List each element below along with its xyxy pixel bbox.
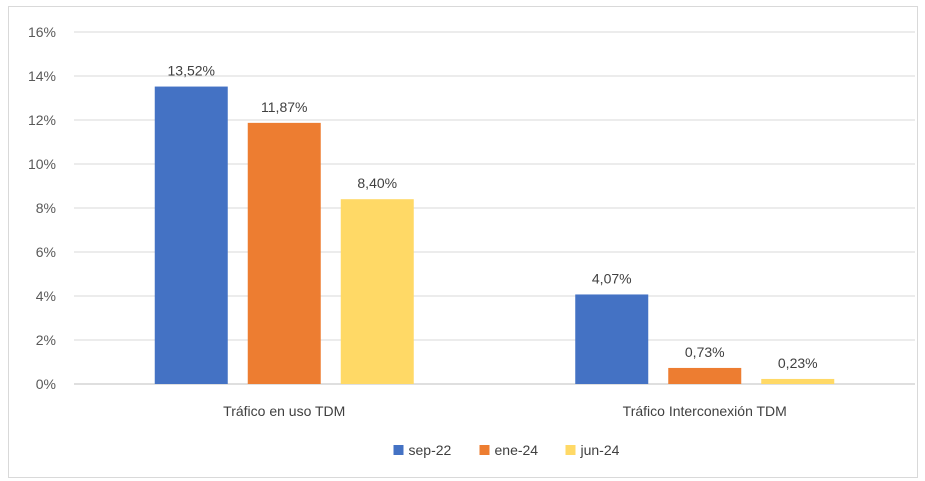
bar-jun-24-1 xyxy=(761,378,835,384)
y-tick-label: 10% xyxy=(28,156,56,172)
data-label: 13,52% xyxy=(168,63,215,79)
y-tick-label: 0% xyxy=(36,376,56,392)
data-label: 0,73% xyxy=(685,344,725,360)
bar-sep-22-1 xyxy=(575,294,649,384)
x-category-label: Tráfico Interconexión TDM xyxy=(623,403,787,419)
bar-ene-24-1 xyxy=(668,367,742,384)
legend-label: ene-24 xyxy=(495,442,539,458)
y-tick-label: 16% xyxy=(28,24,56,40)
y-tick-label: 6% xyxy=(36,244,56,260)
data-label: 4,07% xyxy=(592,270,632,286)
y-tick-label: 14% xyxy=(28,68,56,84)
data-label: 0,23% xyxy=(778,355,818,371)
y-tick-label: 12% xyxy=(28,112,56,128)
x-category-label: Tráfico en uso TDM xyxy=(223,403,345,419)
bar-sep-22-0 xyxy=(154,86,228,384)
y-tick-label: 8% xyxy=(36,200,56,216)
y-tick-label: 2% xyxy=(36,332,56,348)
data-label: 8,40% xyxy=(357,175,397,191)
data-label: 11,87% xyxy=(261,99,307,115)
legend-label: sep-22 xyxy=(409,442,452,458)
legend-label: jun-24 xyxy=(580,442,620,458)
legend-swatch-jun-24 xyxy=(565,445,576,455)
legend-swatch-ene-24 xyxy=(479,445,490,455)
bar-jun-24-0 xyxy=(340,199,414,384)
y-tick-label: 4% xyxy=(36,288,56,304)
bar-ene-24-0 xyxy=(247,122,321,385)
legend-swatch-sep-22 xyxy=(393,445,404,455)
